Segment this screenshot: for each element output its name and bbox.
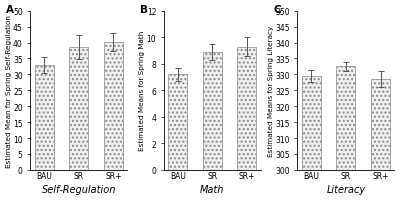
X-axis label: Self-Regulation: Self-Regulation [42,185,116,194]
X-axis label: Literacy: Literacy [326,185,366,194]
Bar [302,77,321,200]
Text: A: A [6,5,14,15]
Bar [104,43,123,170]
Bar [69,48,88,170]
Y-axis label: Estimated Means for Spring Math: Estimated Means for Spring Math [139,31,145,151]
X-axis label: Math: Math [200,185,224,194]
Bar [168,75,187,170]
Text: B: B [140,5,148,15]
Bar [238,47,256,170]
Bar [35,66,54,170]
Y-axis label: Estimated Means for Spring Literacy: Estimated Means for Spring Literacy [268,26,274,156]
Bar [336,67,356,200]
Bar [371,80,390,200]
Y-axis label: Estimated Mean for Spring Self-Regulation: Estimated Mean for Spring Self-Regulatio… [6,15,12,167]
Bar [203,53,222,170]
Text: C: C [273,5,281,15]
